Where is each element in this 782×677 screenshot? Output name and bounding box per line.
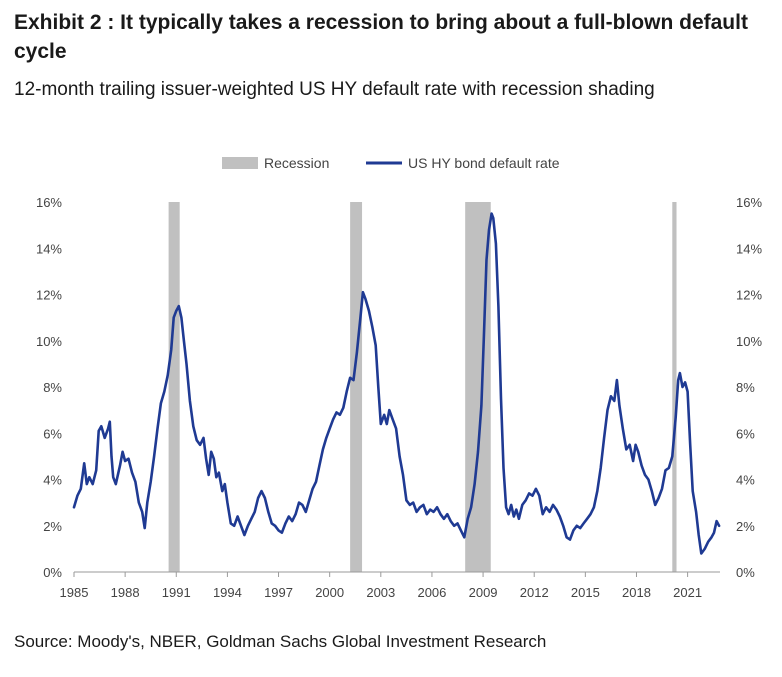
x-tick-label: 1991 [162, 585, 191, 600]
chart-title: Exhibit 2 : It typically takes a recessi… [14, 11, 748, 63]
y-tick-left: 8% [43, 380, 62, 395]
y-tick-left: 4% [43, 473, 62, 488]
y-tick-right: 10% [736, 334, 762, 349]
y-tick-right: 6% [736, 426, 755, 441]
legend-recession-swatch [222, 157, 258, 169]
legend-recession-label: Recession [264, 155, 329, 171]
x-tick-label: 1994 [213, 585, 242, 600]
y-tick-left: 2% [43, 519, 62, 534]
y-tick-left: 0% [43, 565, 62, 580]
x-tick-label: 2000 [315, 585, 344, 600]
y-tick-left: 16% [36, 195, 62, 210]
y-tick-left: 6% [43, 426, 62, 441]
y-tick-right: 16% [736, 195, 762, 210]
y-tick-right: 0% [736, 565, 755, 580]
recession-band-2 [350, 202, 363, 572]
y-tick-right: 2% [736, 519, 755, 534]
y-tick-left: 12% [36, 288, 62, 303]
y-tick-left: 10% [36, 334, 62, 349]
x-tick-label: 2018 [622, 585, 651, 600]
y-tick-right: 14% [736, 241, 762, 256]
recession-band-1 [168, 202, 180, 572]
x-tick-label: 2006 [417, 585, 446, 600]
x-tick-label: 1988 [111, 585, 140, 600]
y-tick-right: 12% [736, 288, 762, 303]
y-tick-right: 4% [736, 473, 755, 488]
x-tick-label: 2015 [571, 585, 600, 600]
chart-subtitle: 12-month trailing issuer-weighted US HY … [14, 79, 655, 100]
x-tick-label: 2009 [469, 585, 498, 600]
x-tick-label: 2012 [520, 585, 549, 600]
x-tick-label: 2021 [673, 585, 702, 600]
default-rate-line [72, 212, 721, 555]
y-tick-right: 8% [736, 380, 755, 395]
source-note: Source: Moody's, NBER, Goldman Sachs Glo… [14, 632, 547, 651]
legend-line-label: US HY bond default rate [408, 155, 560, 171]
x-tick-label: 1985 [60, 585, 89, 600]
y-tick-left: 14% [36, 241, 62, 256]
recession-band-4 [672, 202, 677, 572]
x-tick-label: 1997 [264, 585, 293, 600]
x-tick-label: 2003 [366, 585, 395, 600]
